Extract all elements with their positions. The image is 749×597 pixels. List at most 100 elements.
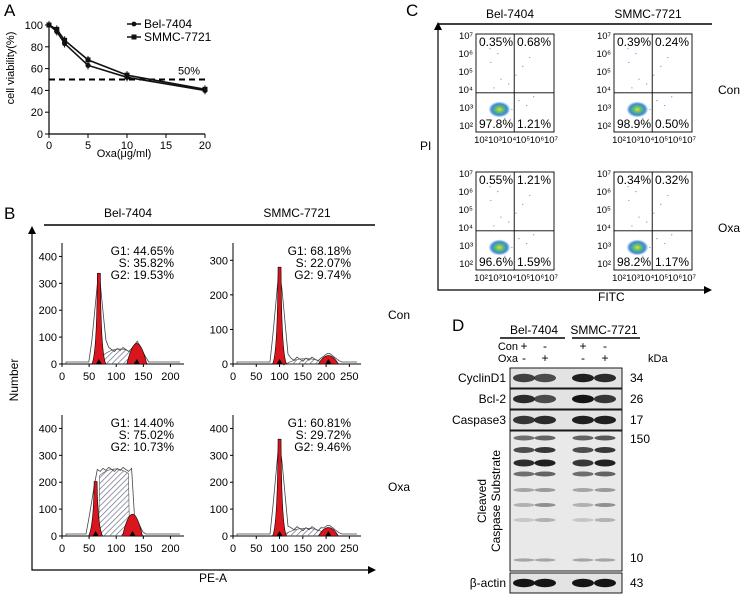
panel-c-x-tick-label: 10² (612, 273, 626, 284)
panel-c-row-label-con: Con (718, 83, 740, 97)
panel-c-x-tick-label: 10⁴ (640, 273, 655, 284)
panel-c-ylabel: PI (420, 139, 431, 153)
panel-c-x-tick-label: 10² (474, 135, 488, 146)
panel-b-x-tick-label: 50 (250, 543, 262, 555)
panel-c-plot-frame (613, 171, 693, 271)
panel-c-dot-plot: 0.34% 0.32%98.2% 1.17%10²10³10⁴10⁵10⁶10⁷10… (596, 169, 696, 284)
panel-d-band (572, 471, 594, 477)
panel-c-y-tick-label: 10⁷ (597, 169, 612, 180)
panel-d-band (513, 447, 535, 453)
panel-b-phase-stat: G1: 14.40% (111, 416, 175, 430)
panel-c-scatter-dot (642, 117, 644, 119)
panel-b-g1-peak (88, 481, 104, 537)
panel-c-col-header-1: Bel-7404 (486, 7, 534, 21)
panel-b-y-tick-label: 300 (39, 450, 57, 462)
panel-c-scatter-dot (628, 61, 630, 64)
panel-d-kda-marker-top: 150 (630, 432, 650, 446)
panel-c-cell-cluster (488, 239, 511, 256)
panel-d-band (572, 415, 594, 425)
panel-c-scatter-dot (500, 78, 502, 80)
panel-b-y-tick-label: 200 (39, 305, 57, 317)
panel-c-scatter-dot (656, 238, 658, 240)
panel-c-scatter-dot (635, 191, 637, 193)
panel-d-band (513, 518, 535, 522)
panel-c-x-tick-label: 10⁶ (668, 273, 683, 284)
panel-b-phase-stat: G2: 9.74% (294, 268, 351, 282)
panel-b-x-tick-label: 250 (340, 543, 358, 555)
panel-d-band (572, 558, 594, 562)
panel-d-con-sign: - (543, 339, 547, 353)
panel-d-band (594, 447, 616, 453)
panel-c-x-tick-label: 10² (612, 135, 626, 146)
panel-b-phase-stat: G2: 19.53% (111, 268, 175, 282)
panel-c-x-tick-label: 10⁵ (516, 135, 531, 146)
panel-c-ul-percent: 0.55% (479, 173, 513, 187)
panel-c-y-tick-label: 10⁷ (459, 31, 474, 42)
panel-d-band (594, 459, 616, 467)
panel-b-y-tick-label: 0 (51, 359, 57, 371)
panel-d-band (572, 447, 594, 453)
panel-b-x-tick-label: 250 (340, 371, 358, 383)
panel-a-y-tick-label: 40 (31, 85, 43, 97)
panel-c-ll-percent: 98.2% (617, 255, 651, 269)
panel-c-scatter-dot (493, 225, 495, 227)
panel-d-band (513, 459, 535, 467)
panel-d-blot-frame (509, 409, 623, 431)
panel-b-phase-stat: G1: 44.65% (111, 244, 175, 258)
panel-d-band (534, 518, 556, 522)
panel-d-band (572, 578, 594, 588)
panel-c-scatter-dot (526, 242, 528, 245)
panel-a-legend-marker (131, 34, 137, 40)
panel-c-scatter-dot (642, 255, 644, 257)
panel-b-y-tick-label: 400 (39, 251, 57, 263)
panel-c-y-tick-label: 10² (459, 259, 473, 270)
panel-d-band (534, 394, 556, 404)
panel-c-ll-percent: 98.9% (617, 117, 651, 131)
panel-c-scatter-dot (631, 225, 633, 227)
panel-a-point (124, 72, 130, 78)
panel-c-scatter-dot (671, 234, 673, 236)
panel-d-band (534, 503, 556, 507)
panel-b-g1-peak (91, 272, 107, 365)
panel-c-y-tick-label: 10² (597, 121, 611, 132)
panel-b-gate-marker (276, 531, 283, 536)
panel-a-point (85, 57, 91, 63)
panel-c-scatter-dot (660, 65, 662, 67)
panel-c-scatter-dot (649, 108, 651, 111)
panel-b-phase-stat: S: 22.07% (296, 256, 352, 270)
panel-d-band (594, 488, 616, 492)
panel-d-band (572, 488, 594, 492)
panel-a-point (54, 26, 60, 32)
panel-c-scatter-dot (511, 108, 513, 111)
panel-d-band (534, 415, 556, 425)
panel-c-y-tick-label: 10² (459, 121, 473, 132)
panel-b-x-tick-label: 200 (161, 371, 179, 383)
panel-c-scatter-dot (653, 212, 655, 214)
panel-a-x-tick-label: 20 (199, 140, 211, 152)
panel-c-scatter-dot (497, 191, 499, 193)
panel-c-y-tick-label: 10⁷ (597, 31, 612, 42)
panel-d-cleaved-label-2: Caspase Substrate (489, 450, 503, 552)
panel-d-protein-label: Caspase3 (452, 413, 506, 427)
panel-d-kda-marker: 34 (630, 371, 644, 385)
panel-b-y-tick-label: 100 (39, 332, 57, 344)
panel-c-scatter-dot (504, 117, 506, 119)
panel-c-scatter-dot (631, 87, 633, 89)
panel-c-x-tick-label: 10⁴ (640, 135, 655, 146)
panel-c-scatter-dot (671, 96, 673, 98)
panel-a-x-tick-label: 5 (85, 140, 91, 152)
panel-b-y-tick-label: 200 (39, 477, 57, 489)
panel-c-y-tick-label: 10⁴ (458, 223, 473, 234)
panel-c-label: C (406, 1, 418, 20)
panel-b-s-phase (98, 468, 130, 537)
panel-d-band (513, 373, 535, 383)
panel-d-blot-frame (509, 367, 623, 389)
panel-b-x-tick-label: 100 (107, 371, 125, 383)
panel-c-ul-percent: 0.39% (617, 35, 651, 49)
panel-b-x-arrow (368, 566, 376, 574)
panel-b-phase-stat: G1: 68.18% (288, 244, 352, 258)
panel-b-x-tick-label: 0 (59, 543, 65, 555)
panel-a-point (202, 86, 208, 92)
panel-c-scatter-dot (627, 186, 629, 188)
panel-a-legend-entry: Bel-7404 (144, 17, 192, 31)
